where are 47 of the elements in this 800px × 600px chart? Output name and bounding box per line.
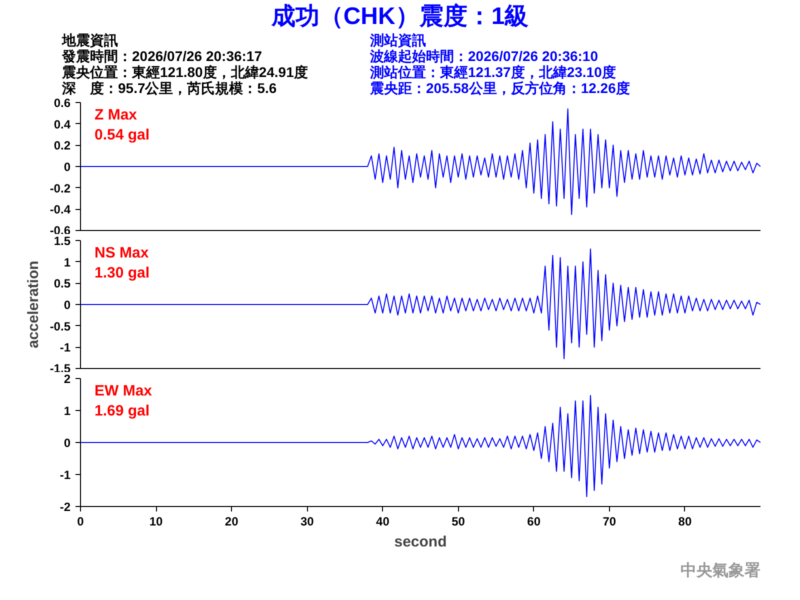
y-tick-label: -0.4 — [50, 202, 71, 217]
y-axis-title: acceleration — [24, 260, 42, 348]
annotation: 0.54 gal — [94, 126, 150, 144]
text: 震央位置：東經121.80度，北緯24.91度 — [62, 64, 308, 80]
x-tick-label: 30 — [300, 514, 314, 528]
y-tick-label: 0.5 — [54, 276, 71, 291]
text: 震央距：205.58公里，反方位角：12.26度 — [370, 80, 630, 96]
line-series — [80, 108, 760, 215]
y-tick-label: -0.5 — [50, 319, 71, 334]
y-tick-label: 0 — [64, 160, 71, 174]
text: 中央氣象署 — [680, 560, 760, 580]
y-tick-label: -0.2 — [50, 181, 71, 196]
x-tick-label: 40 — [376, 514, 390, 528]
y-tick-label: 0.2 — [54, 138, 71, 153]
annotation: 1.30 gal — [94, 264, 150, 282]
y-tick-label: 0.6 — [54, 96, 71, 110]
y-tick-label: -1 — [60, 468, 71, 482]
x-tick-label: 20 — [224, 514, 239, 528]
x-tick-label: 10 — [149, 514, 164, 528]
y-tick-label: -2 — [60, 500, 71, 514]
text: 測站位置：東經121.37度，北緯23.10度 — [370, 64, 616, 80]
annotation: Z Max — [94, 106, 138, 124]
annotation: 1.69 gal — [94, 402, 150, 420]
y-tick-label: 1 — [64, 404, 71, 418]
x-tick-label: 50 — [452, 514, 466, 528]
text: 深 度：95.7公里，芮氏規模：5.6 — [62, 80, 277, 96]
annotation: EW Max — [94, 382, 153, 400]
text: 波線起始時間：2026/07/26 20:36:10 — [370, 48, 598, 64]
text: 發震時間：2026/07/26 20:36:17 — [62, 48, 262, 64]
text: 測站資訊 — [370, 32, 426, 48]
x-tick-label: 80 — [678, 514, 692, 528]
text: 成功（CHK）震度：1級 — [271, 3, 529, 30]
y-tick-label: -1 — [60, 340, 71, 355]
x-tick-label: 0 — [77, 514, 84, 528]
text: 地震資訊 — [62, 32, 118, 48]
y-tick-label: 0 — [64, 436, 71, 450]
line-series — [80, 394, 760, 498]
x-tick-label: 60 — [527, 514, 541, 528]
y-tick-label: 0.4 — [54, 117, 71, 132]
y-tick-label: 1.5 — [54, 234, 71, 248]
y-tick-label: 0 — [64, 298, 71, 312]
line-series — [80, 248, 760, 360]
x-axis-title: second — [394, 534, 447, 550]
y-tick-label: 1 — [64, 255, 71, 270]
annotation: NS Max — [94, 244, 150, 262]
x-tick-label: 70 — [602, 514, 616, 528]
y-tick-label: 2 — [64, 372, 71, 386]
